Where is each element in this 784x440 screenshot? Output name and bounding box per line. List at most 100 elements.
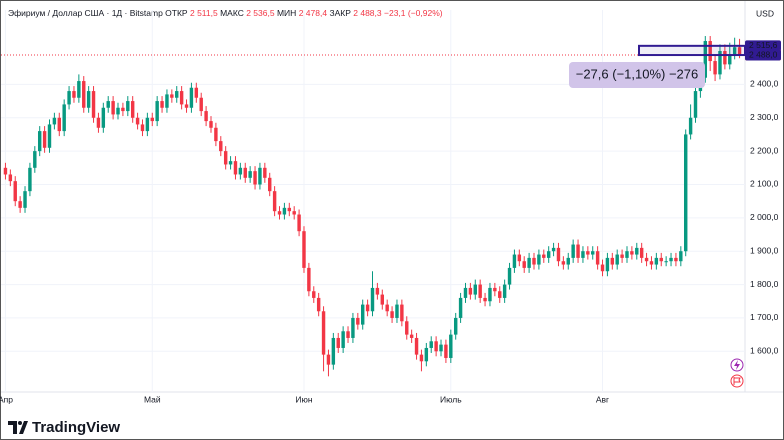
x-tick-label: Авг [596,394,609,404]
y-tick-label: 1 600,0 [750,346,779,356]
candle-body [409,334,414,338]
candle-body [414,337,419,355]
candle-body [693,91,698,118]
candle-body [595,251,600,265]
candle-body [199,97,203,112]
candle-body [243,167,247,178]
icon-alert[interactable] [730,358,744,372]
candle-body [277,211,282,215]
candle-body [145,117,150,132]
candle-body [532,257,536,265]
candle-body [341,331,345,348]
candle-body [189,87,194,108]
header: Эфириум / Доллар США · 1Д · Bitstamp ОТК… [8,8,443,18]
candle-body [223,151,228,165]
candle-body [248,171,252,178]
candle-body [28,167,32,192]
stat-name: ОТКР [165,8,188,18]
stat-value: 2 536,5 [246,8,275,18]
candle-body [72,91,76,98]
candle-body [449,334,453,358]
candle-body [566,257,570,265]
candle-body [507,267,512,285]
measure-box [638,44,746,57]
candle-body [600,264,605,272]
candle-body [96,117,101,128]
stat-name: МАКС [220,8,244,18]
candle-body [365,304,370,312]
candle-body [439,344,443,352]
price-label-bg [745,40,781,52]
candle-body [23,191,27,208]
candle-body [732,47,737,55]
measure-bubble [569,62,705,88]
y-tick-label: 2 300,0 [750,112,779,122]
candle-body [605,257,610,272]
candle-body [551,247,556,252]
candle-body [370,287,375,312]
candle-body [561,261,566,265]
candle-body [297,214,301,232]
candle-body [194,87,199,98]
candle-body [502,284,507,298]
candle-body [47,124,52,148]
candle-body [620,254,624,258]
candle-body [101,107,106,128]
candle-body [478,284,482,298]
candle-body [121,107,125,112]
candle-body [321,311,326,355]
candle-body [488,287,492,302]
candle-body [463,287,468,298]
y-tick-label: 1 700,0 [750,312,779,322]
price-label: 2 515,6 [749,40,778,50]
candle-body [331,337,336,365]
y-tick-label: 2 200,0 [750,145,779,155]
candle-body [674,257,678,262]
candle-body [253,171,257,185]
candle-body [703,41,708,78]
candle-body [287,207,292,212]
stat-value: 2 511,5 [190,8,218,18]
candle-body [160,101,164,108]
change: −23,1 (−0,92%) [384,8,443,18]
candle-body [644,257,649,262]
candle-body [688,117,693,135]
candle-body [737,47,742,55]
candle-body [356,317,360,325]
candle-body [165,94,169,108]
candle-body [630,251,634,255]
candle-body [336,337,340,348]
candle-body [82,81,86,108]
candle-body [184,104,189,108]
candle-body [468,287,473,295]
candle-body [3,167,8,175]
candle-body [512,254,517,268]
candle-body [307,267,311,292]
candle-body [635,247,639,255]
x-tick-label: Май [144,394,161,404]
candle-body [204,111,208,122]
candle-body [527,257,531,268]
candle-body [140,124,145,132]
candle-body [8,174,13,182]
brand-name: TradingView [32,419,120,436]
candle-body [718,51,722,75]
icon-flag[interactable] [730,374,744,388]
candle-body [106,101,110,108]
candle-body [91,91,96,118]
candle-body [263,167,267,178]
candle-body [473,284,477,295]
y-tick-label: 1 900,0 [750,245,779,255]
candle-body [654,257,659,265]
candle-body [434,341,438,352]
candle-body [625,251,629,258]
candle-body [610,257,615,265]
candle-body [316,297,321,312]
y-tick-label: 1 800,0 [750,279,779,289]
candle-body [86,91,91,108]
y-tick-label: 2 000,0 [750,212,779,222]
candle-body [351,317,355,338]
candle-body [571,244,575,258]
candle-body [380,294,385,305]
